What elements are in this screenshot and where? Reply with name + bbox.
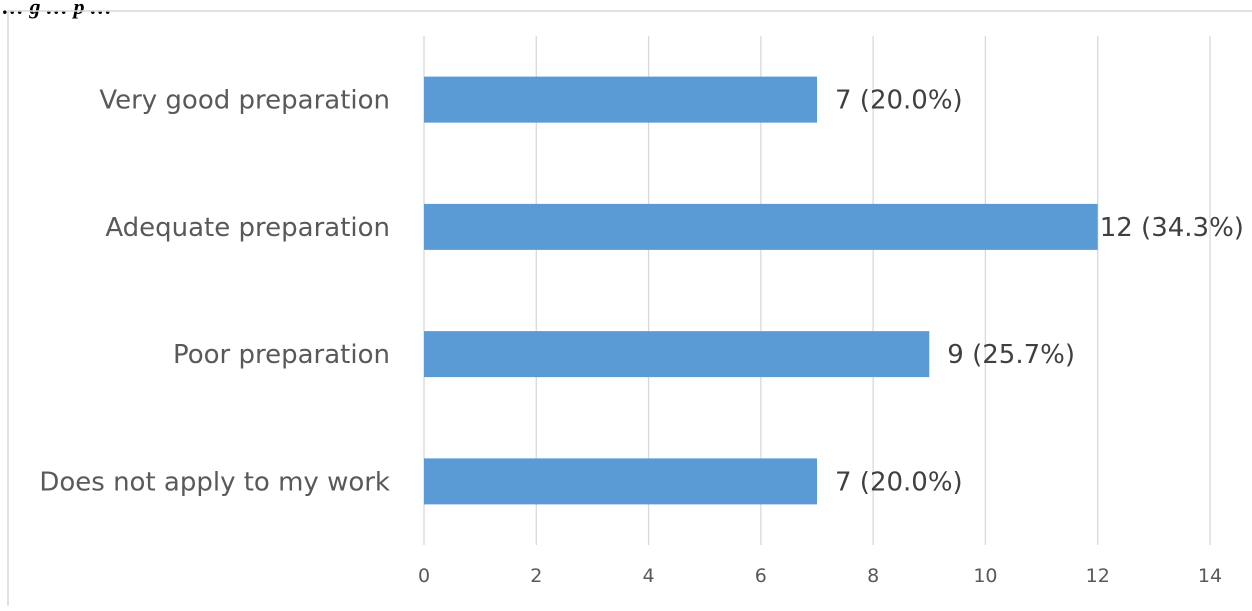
data-label: 9 (25.7%): [947, 340, 1075, 370]
x-tick-label: 12: [1086, 565, 1110, 587]
x-tick-label: 2: [530, 565, 542, 587]
bars: [424, 76, 1098, 505]
bar: [424, 458, 817, 505]
data-label: 12 (34.3%): [1100, 213, 1244, 243]
category-label: Adequate preparation: [105, 213, 390, 243]
x-tick-label: 4: [643, 565, 655, 587]
x-tick-label: 8: [867, 565, 879, 587]
figure-caption-fragment: … g … p …: [2, 0, 112, 19]
x-tick-label: 6: [755, 565, 767, 587]
bar: [424, 331, 930, 378]
category-label: Very good preparation: [99, 86, 390, 116]
chart-border: [7, 10, 1252, 611]
data-label: 7 (20.0%): [835, 467, 963, 497]
category-label: Poor preparation: [173, 340, 390, 370]
category-label: Does not apply to my work: [39, 467, 390, 497]
x-tick-label: 10: [973, 565, 997, 587]
bar: [424, 76, 817, 123]
data-label: 7 (20.0%): [835, 86, 963, 116]
bar: [424, 203, 1098, 250]
x-tick-label: 0: [418, 565, 430, 587]
labels: 0 2 4 6 8 10 12 14 Very good preparation 7 (20.0%…: [39, 86, 1244, 587]
x-tick-label: 14: [1198, 565, 1222, 587]
